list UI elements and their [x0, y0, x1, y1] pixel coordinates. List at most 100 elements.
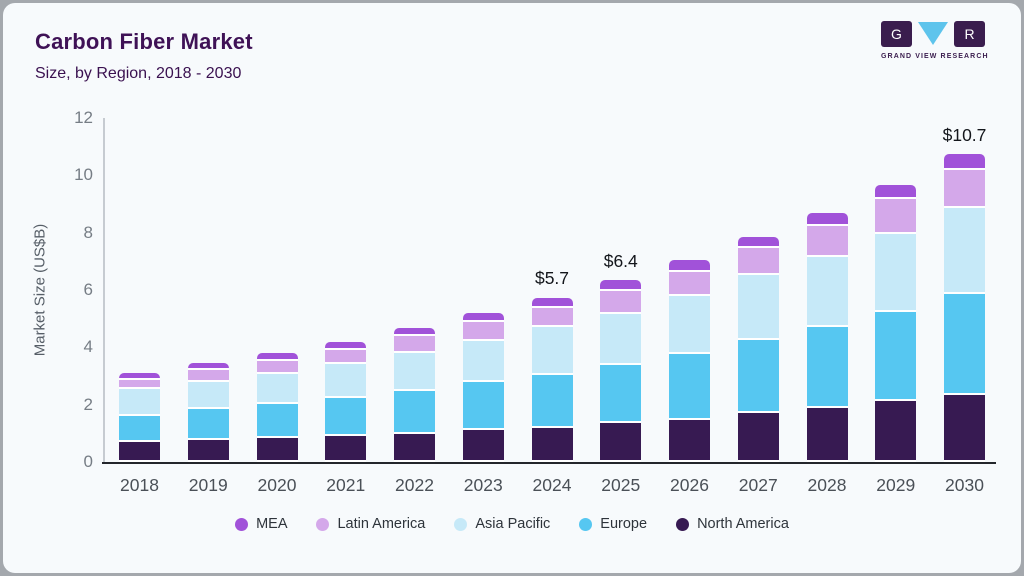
bar-2018: 2018 — [119, 118, 160, 495]
legend-label: MEA — [256, 516, 288, 532]
bar-segment-europe — [875, 311, 917, 402]
bar-segment-asia-pacific — [394, 353, 435, 391]
x-tick-2018: 2018 — [120, 475, 159, 495]
legend-item-north-america: North America — [676, 516, 789, 532]
x-tick-2021: 2021 — [326, 475, 366, 495]
y-axis-line — [103, 118, 105, 462]
bar-chart-plot-area: 2018 2019 2020 2021 2022 2023 $5.7 2024 $6.4 2025… — [105, 118, 996, 495]
legend-dot-icon — [235, 517, 249, 531]
bar-segment-north-america — [806, 408, 848, 462]
bar-segment-europe — [737, 339, 779, 414]
bar-segment-latin-america — [669, 272, 710, 297]
bar-segment-mea — [187, 362, 229, 370]
bar-2026: 2026 — [669, 118, 710, 495]
y-axis-ticks: 0 2 4 6 8 10 12 — [3, 108, 93, 471]
bar-2021: 2021 — [325, 118, 367, 495]
bar-segment-mea — [737, 236, 779, 249]
x-tick-2028: 2028 — [807, 475, 847, 495]
legend-item-mea: MEA — [235, 516, 287, 532]
grand-view-research-logo: G R GRAND VIEW RESEARCH — [881, 21, 989, 60]
logo-triangle-icon — [918, 22, 948, 45]
legend-label: Europe — [600, 516, 648, 532]
bar-segment-europe — [256, 403, 298, 438]
logo-letter-g: G — [881, 21, 912, 47]
x-tick-2029: 2029 — [876, 475, 916, 495]
bar-segment-north-america — [944, 395, 985, 462]
bar-segment-europe — [600, 365, 642, 424]
bar-2020: 2020 — [256, 118, 298, 495]
bar-2029: 2029 — [875, 118, 917, 495]
bar-segment-asia-pacific — [462, 340, 504, 383]
bar-segment-asia-pacific — [737, 275, 779, 340]
bar-segment-mea — [462, 312, 504, 323]
y-tick-10: 10 — [74, 165, 93, 185]
bar-segment-north-america — [119, 441, 160, 462]
legend-item-europe: Europe — [579, 516, 647, 532]
bar-2030: $10.7 2030 — [943, 118, 987, 495]
bar-segment-mea — [256, 353, 298, 361]
bar-2025: $6.4 2025 — [600, 118, 642, 495]
bar-segment-north-america — [325, 436, 367, 462]
bar-segment-europe — [462, 382, 504, 430]
bar-segment-europe — [669, 354, 710, 420]
x-tick-2030: 2030 — [945, 475, 984, 495]
bar-segment-mea — [944, 154, 985, 171]
value-label-2025: $6.4 — [603, 250, 638, 271]
legend-label: North America — [697, 516, 789, 532]
x-tick-2025: 2025 — [601, 475, 641, 495]
bar-segment-mea — [669, 260, 710, 273]
bar-segment-mea — [325, 342, 367, 351]
bar-segment-north-america — [187, 440, 229, 462]
bar-segment-mea — [600, 279, 642, 292]
bar-segment-asia-pacific — [119, 389, 160, 416]
x-tick-2024: 2024 — [532, 475, 572, 495]
bar-segment-latin-america — [462, 322, 504, 341]
bar-segment-mea — [394, 327, 435, 336]
bar-segment-asia-pacific — [600, 313, 642, 366]
y-tick-8: 8 — [83, 222, 93, 242]
legend-dot-icon — [316, 517, 330, 531]
bar-segment-latin-america — [737, 248, 779, 276]
x-tick-2019: 2019 — [188, 475, 228, 495]
x-tick-2026: 2026 — [670, 475, 709, 495]
y-tick-4: 4 — [83, 337, 93, 357]
legend-item-latin-america: Latin America — [316, 516, 425, 532]
bar-segment-asia-pacific — [875, 233, 917, 312]
x-tick-2023: 2023 — [463, 475, 503, 495]
logo-mark: G R — [881, 21, 985, 49]
page-subtitle: Size, by Region, 2018 - 2030 — [35, 65, 242, 82]
y-tick-2: 2 — [83, 394, 93, 414]
bar-segment-latin-america — [325, 350, 367, 365]
bar-segment-mea — [119, 373, 160, 380]
bar-segment-asia-pacific — [531, 327, 573, 375]
bar-segment-latin-america — [806, 226, 848, 258]
bar-segment-latin-america — [256, 360, 298, 375]
bar-segment-north-america — [531, 427, 573, 462]
bar-segment-north-america — [394, 434, 435, 462]
bar-segment-north-america — [875, 401, 917, 462]
page-title: Carbon Fiber Market — [35, 29, 253, 54]
y-tick-12: 12 — [74, 108, 93, 127]
logo-caption: GRAND VIEW RESEARCH — [881, 53, 989, 60]
bar-segment-asia-pacific — [806, 257, 848, 328]
bar-2027: 2027 — [737, 118, 779, 495]
bar-segment-asia-pacific — [669, 296, 710, 355]
bar-segment-europe — [944, 294, 985, 396]
bar-segment-latin-america — [119, 379, 160, 390]
bar-2028: 2028 — [806, 118, 848, 495]
legend-dot-icon — [454, 517, 468, 531]
bar-segment-latin-america — [600, 291, 642, 314]
bar-segment-europe — [806, 327, 848, 409]
bar-segment-mea — [875, 185, 917, 200]
bar-segment-asia-pacific — [187, 381, 229, 410]
legend-label: Latin America — [337, 516, 426, 532]
bar-2022: 2022 — [394, 118, 435, 495]
bar-segment-mea — [806, 213, 848, 227]
x-axis-line — [102, 462, 996, 464]
bar-segment-north-america — [669, 419, 710, 462]
chart-card: Carbon Fiber Market Size, by Region, 201… — [3, 3, 1021, 573]
bar-segment-latin-america — [875, 199, 917, 234]
x-tick-2022: 2022 — [395, 475, 434, 495]
y-tick-0: 0 — [83, 452, 93, 471]
bar-segment-north-america — [256, 437, 298, 462]
